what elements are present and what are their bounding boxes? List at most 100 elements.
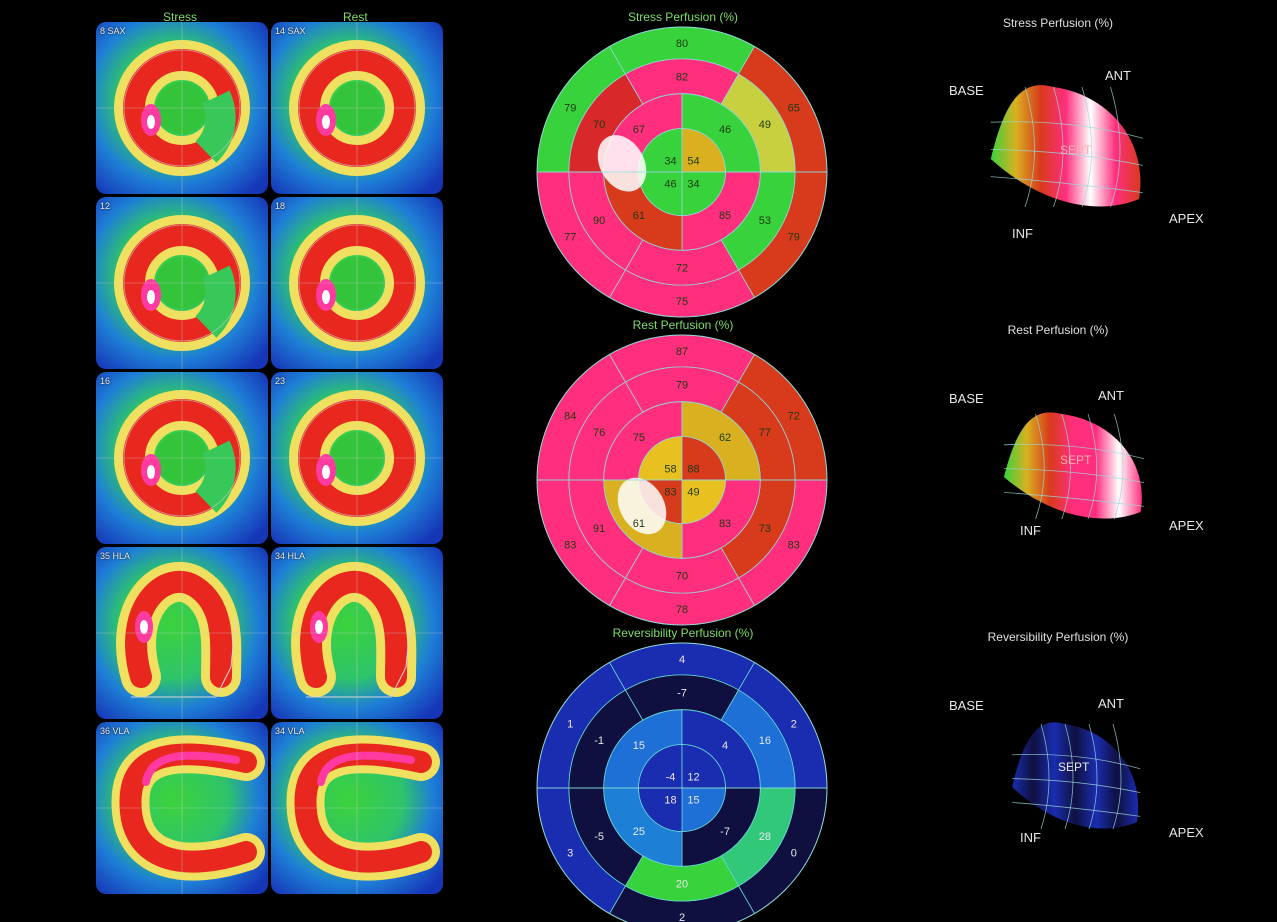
base-label: BASE xyxy=(949,698,984,713)
heart-surface xyxy=(1004,412,1142,519)
rest-slice-tile[interactable]: 18 xyxy=(271,197,443,369)
rest-slice-image xyxy=(271,197,443,369)
polar-segment xyxy=(638,744,683,789)
polar-value-label: 54 xyxy=(687,155,699,167)
rest-slice-tile[interactable]: 14 SAX xyxy=(271,22,443,194)
slice-label: 36 VLA xyxy=(100,726,130,736)
ant-label: ANT xyxy=(1098,388,1124,403)
rest-slice-image xyxy=(271,547,443,719)
polar-hotspot xyxy=(597,135,647,192)
reversibility-3d-title: Reversibility Perfusion (%) xyxy=(987,630,1129,644)
rest-3d-heart[interactable] xyxy=(983,393,1158,533)
polar-value-label: 84 xyxy=(564,410,576,422)
rest-polar-title: Rest Perfusion (%) xyxy=(632,318,734,332)
rest-column-header: Rest xyxy=(343,10,368,24)
polar-value-label: -7 xyxy=(677,687,687,699)
polar-value-label: 67 xyxy=(633,124,645,136)
polar-value-label: 78 xyxy=(676,604,688,616)
polar-value-label: 28 xyxy=(759,831,771,843)
polar-value-label: 80 xyxy=(676,38,688,50)
polar-value-label: 83 xyxy=(664,487,676,499)
stress-slice-tile[interactable]: 12 xyxy=(96,197,268,369)
polar-value-label: 83 xyxy=(788,540,800,552)
polar-value-label: 4 xyxy=(722,740,728,752)
polar-value-label: 77 xyxy=(759,427,771,439)
polar-segment xyxy=(681,787,726,832)
stress-column-header: Stress xyxy=(163,10,198,24)
polar-value-label: 87 xyxy=(676,346,688,358)
polar-value-label: 90 xyxy=(593,215,605,227)
polar-segment xyxy=(681,479,726,524)
polar-value-label: 49 xyxy=(687,487,699,499)
polar-value-label: 3 xyxy=(567,848,573,860)
sept-label: SEPT xyxy=(1060,453,1092,467)
polar-value-label: 75 xyxy=(676,296,688,308)
inf-label: INF xyxy=(1020,830,1041,845)
polar-value-label: 46 xyxy=(664,179,676,191)
polar-value-label: 15 xyxy=(633,740,645,752)
inf-label: INF xyxy=(1012,226,1033,241)
polar-value-label: 70 xyxy=(676,571,688,583)
rest-3d-title: Rest Perfusion (%) xyxy=(1007,323,1109,337)
stress-slice-image xyxy=(96,547,268,719)
polar-value-label: 0 xyxy=(791,848,797,860)
polar-value-label: 12 xyxy=(687,771,699,783)
polar-segment xyxy=(681,744,726,789)
stress-slice-image xyxy=(96,197,268,369)
polar-value-label: 88 xyxy=(687,463,699,475)
polar-value-label: -4 xyxy=(666,771,676,783)
stress-slice-tile[interactable]: 16 xyxy=(96,372,268,544)
stress-slice-tile[interactable]: 8 SAX xyxy=(96,22,268,194)
polar-value-label: 77 xyxy=(564,232,576,244)
slice-label: 16 xyxy=(100,376,111,386)
stress-3d-heart[interactable] xyxy=(968,63,1158,223)
polar-segment xyxy=(638,436,683,481)
sept-label: SEPT xyxy=(1060,143,1092,157)
polar-value-label: 34 xyxy=(687,179,699,191)
polar-value-label: 58 xyxy=(664,463,676,475)
polar-value-label: 70 xyxy=(593,119,605,131)
apex-label: APEX xyxy=(1169,518,1204,533)
reversibility-polar-title: Reversibility Perfusion (%) xyxy=(612,626,754,640)
viewer-frame: Stress Rest 8 SAX 14 SAX 12 18 16 23 xyxy=(8,8,1277,922)
polar-value-label: 18 xyxy=(664,795,676,807)
polar-value-label: -5 xyxy=(594,831,604,843)
polar-value-label: 2 xyxy=(791,718,797,730)
polar-value-label: 61 xyxy=(633,518,645,530)
slice-label: 35 HLA xyxy=(100,551,131,561)
rest-polar-map[interactable]: 84 87 72 83 78 83 76 79 77 73 70 91 75 62 83 61 58 88 49 83 xyxy=(534,332,830,628)
polar-value-label: 53 xyxy=(759,215,771,227)
stress-3d-title: Stress Perfusion (%) xyxy=(1002,16,1114,30)
rest-slice-image xyxy=(271,372,443,544)
slice-label: 12 xyxy=(100,201,111,211)
reversibility-3d-heart[interactable] xyxy=(993,703,1153,843)
polar-value-label: 25 xyxy=(633,826,645,838)
sept-label: SEPT xyxy=(1058,760,1090,774)
polar-value-label: 20 xyxy=(676,879,688,891)
polar-value-label: 85 xyxy=(719,210,731,222)
slice-label: 34 HLA xyxy=(275,551,306,561)
rest-slice-tile[interactable]: 23 xyxy=(271,372,443,544)
stress-slice-tile[interactable]: 36 VLA xyxy=(96,722,268,894)
polar-value-label: 72 xyxy=(788,410,800,422)
stress-slice-tile[interactable]: 35 HLA xyxy=(96,547,268,719)
polar-value-label: 34 xyxy=(664,155,676,167)
rest-slice-tile[interactable]: 34 HLA xyxy=(271,547,443,719)
polar-value-label: 62 xyxy=(719,432,731,444)
polar-value-label: -1 xyxy=(594,735,604,747)
polar-value-label: 16 xyxy=(759,735,771,747)
stress-polar-map[interactable]: 79 80 65 79 75 77 70 82 49 53 72 90 67 46 85 61 34 54 34 46 xyxy=(534,24,830,320)
rest-slice-tile[interactable]: 34 VLA xyxy=(271,722,443,894)
polar-value-label: 2 xyxy=(679,912,685,922)
slice-label: 18 xyxy=(275,201,286,211)
slice-label: 8 SAX xyxy=(100,26,126,36)
slice-label: 34 VLA xyxy=(275,726,305,736)
polar-segment xyxy=(681,436,726,481)
polar-segment xyxy=(638,787,683,832)
polar-value-label: 83 xyxy=(719,518,731,530)
polar-value-label: 79 xyxy=(564,102,576,114)
polar-value-label: 79 xyxy=(788,232,800,244)
polar-value-label: 91 xyxy=(593,523,605,535)
polar-value-label: 65 xyxy=(788,102,800,114)
